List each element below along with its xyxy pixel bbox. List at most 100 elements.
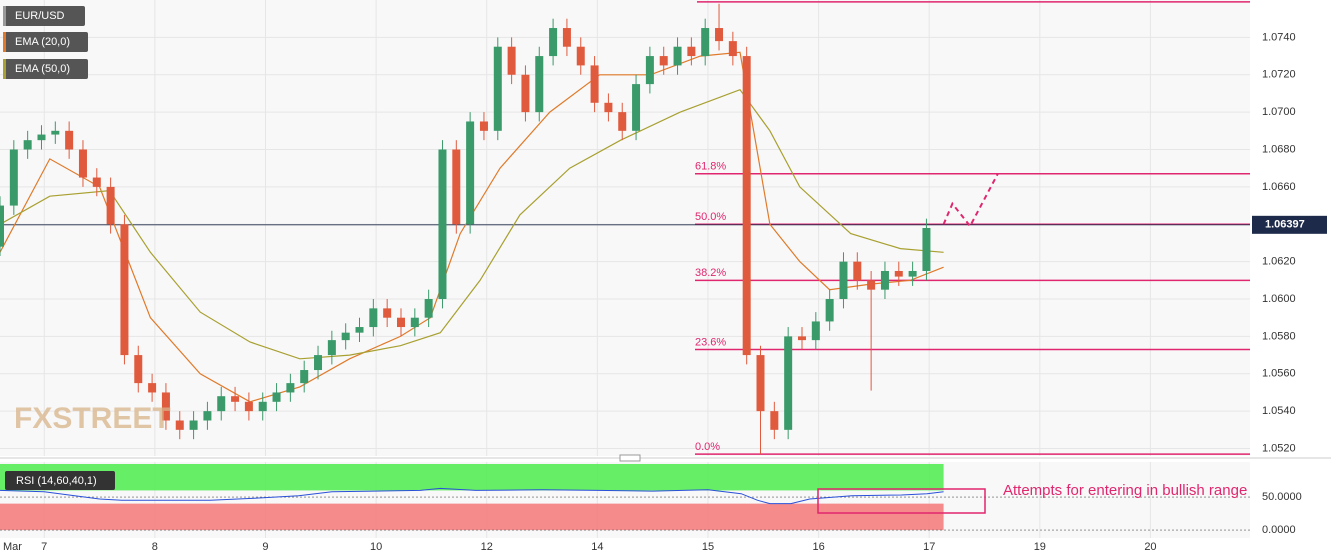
candle-body xyxy=(51,130,60,135)
y-tick-label: 1.0540 xyxy=(1262,405,1296,417)
candle-body xyxy=(521,74,530,113)
candle-body xyxy=(673,46,682,66)
candle-body xyxy=(756,355,765,412)
fib-label: 50.0% xyxy=(695,211,726,223)
y-tick-label: 1.0720 xyxy=(1262,69,1296,81)
x-tick-label: 9 xyxy=(262,541,268,553)
rsi-zone xyxy=(0,503,944,531)
candle-body xyxy=(0,205,4,247)
candle-body xyxy=(894,270,903,277)
candle-body xyxy=(507,46,516,75)
x-tick-label: 16 xyxy=(812,541,824,553)
candle-body xyxy=(396,317,405,328)
y-tick-label: 1.0560 xyxy=(1262,368,1296,380)
candle-body xyxy=(715,28,724,42)
candle-body xyxy=(825,299,834,322)
candle-body xyxy=(78,149,87,178)
candle-body xyxy=(438,149,447,300)
candle-body xyxy=(9,149,18,206)
candle-body xyxy=(355,327,364,333)
candle-body xyxy=(327,340,336,356)
fib-label: 0.0% xyxy=(695,441,720,453)
candle-body xyxy=(770,411,779,430)
fib-label: 38.2% xyxy=(695,267,726,279)
x-tick-label: 15 xyxy=(702,541,714,553)
candle-body xyxy=(590,65,599,103)
candle-body xyxy=(23,140,32,150)
rsi-line xyxy=(0,487,944,505)
candle-body xyxy=(286,383,295,393)
candle-body xyxy=(424,299,433,318)
candle-body xyxy=(258,401,267,412)
y-tick-label: 1.0620 xyxy=(1262,256,1296,268)
candle-body xyxy=(687,46,696,57)
legend-swatch xyxy=(3,59,6,79)
candle-body xyxy=(839,261,848,300)
y-tick-label: 1.0580 xyxy=(1262,330,1296,342)
candle-body xyxy=(576,46,585,66)
x-tick-label: 10 xyxy=(370,541,382,553)
candle-body xyxy=(466,121,475,225)
candle-body xyxy=(645,56,654,85)
candle-body xyxy=(811,321,820,341)
price-tag xyxy=(1252,215,1327,234)
candle-body xyxy=(383,308,392,318)
fib-label: 61.8% xyxy=(695,161,726,173)
legend-label: EMA (20,0) xyxy=(15,36,70,48)
candle-body xyxy=(618,112,627,131)
x-tick-label: 8 xyxy=(152,541,158,553)
x-tick-label: 20 xyxy=(1144,541,1156,553)
x-tick-label: 7 xyxy=(41,541,47,553)
candle-body xyxy=(189,420,198,430)
panel-handle[interactable] xyxy=(619,454,641,462)
candle-body xyxy=(244,401,253,412)
candle-body xyxy=(314,355,323,371)
rsi-legend-box xyxy=(5,471,115,490)
candle-body xyxy=(853,261,862,281)
candle-body xyxy=(106,186,115,225)
y-tick-label: 1.0600 xyxy=(1262,293,1296,305)
x-tick-label: 12 xyxy=(481,541,493,553)
candle-body xyxy=(728,41,737,57)
legend-swatch xyxy=(3,6,6,26)
annotation-box xyxy=(817,488,986,514)
rsi-legend-label: RSI (14,60,40,1) xyxy=(16,475,97,487)
candle-body xyxy=(203,411,212,421)
legend-label: EMA (50,0) xyxy=(15,63,70,75)
legend-label: EUR/USD xyxy=(15,10,65,22)
candle-body xyxy=(562,28,571,47)
x-tick-label: 14 xyxy=(591,541,603,553)
candle-body xyxy=(161,392,170,421)
candle-body xyxy=(701,28,710,57)
y-tick-label: 1.0520 xyxy=(1262,442,1296,454)
rsi-zone xyxy=(0,463,944,491)
legend-box xyxy=(3,59,88,79)
ema-line xyxy=(0,88,944,360)
candle-body xyxy=(632,84,641,131)
candle-body xyxy=(549,28,558,57)
candle-body xyxy=(217,396,226,412)
y-tick-label: 1.0660 xyxy=(1262,181,1296,193)
candle-body xyxy=(272,392,281,402)
x-start-label: Mar xyxy=(3,541,22,553)
candle-body xyxy=(120,224,129,356)
candle-body xyxy=(922,228,931,271)
candle-body xyxy=(535,56,544,113)
candle-body xyxy=(300,370,309,384)
y-tick-label: 1.0700 xyxy=(1262,106,1296,118)
candle-body xyxy=(231,396,240,402)
projection-line xyxy=(942,173,999,228)
price-tag-label: 1.06397 xyxy=(1265,219,1305,231)
ema-line xyxy=(0,51,944,403)
candle-body xyxy=(65,130,74,150)
candle-body xyxy=(341,332,350,341)
candle-body xyxy=(880,270,889,290)
candle-body xyxy=(37,134,46,141)
candle-body xyxy=(479,121,488,131)
y-tick-label: 1.0680 xyxy=(1262,143,1296,155)
annotation: Attempts for entering in bullish range xyxy=(1003,482,1247,499)
candle-body xyxy=(134,355,143,384)
candle-body xyxy=(452,149,461,225)
price-panel xyxy=(0,0,1250,456)
candle-body xyxy=(604,102,613,113)
